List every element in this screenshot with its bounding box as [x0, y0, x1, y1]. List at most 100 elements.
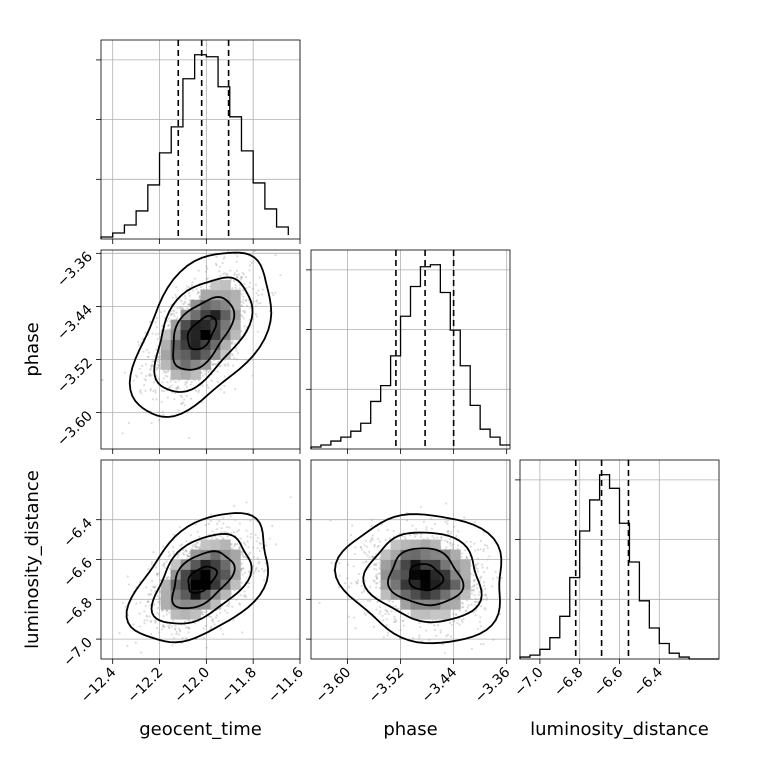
sample-point — [249, 536, 252, 539]
sample-point — [235, 269, 238, 272]
sample-point — [397, 607, 400, 610]
sample-point — [127, 583, 130, 586]
sample-point — [238, 287, 242, 290]
sample-point — [223, 391, 226, 394]
sample-point — [211, 363, 214, 366]
sample-point — [189, 534, 192, 537]
density-cell — [160, 589, 172, 600]
sample-point — [177, 385, 180, 388]
sample-point — [178, 525, 181, 529]
sample-point — [187, 291, 191, 295]
sample-point — [224, 272, 227, 275]
sample-point — [279, 274, 282, 277]
sample-point — [392, 530, 395, 533]
sample-point — [189, 383, 192, 386]
sample-point — [346, 598, 349, 601]
sample-point — [207, 370, 210, 373]
sample-point — [364, 539, 367, 542]
sample-point — [474, 549, 477, 552]
sample-point — [236, 530, 239, 533]
density-cell — [200, 329, 211, 340]
sample-point — [393, 615, 396, 618]
histogram-line-luminosity_distance — [519, 474, 719, 660]
sample-point — [435, 634, 438, 637]
sample-point — [359, 546, 362, 549]
sample-point — [274, 291, 277, 294]
sample-point — [371, 555, 374, 558]
sample-point — [216, 522, 219, 525]
sample-point — [362, 561, 365, 564]
density-cell — [220, 349, 231, 360]
sample-point — [167, 551, 170, 554]
sample-point — [179, 544, 182, 547]
sample-point — [240, 550, 243, 554]
sample-point — [491, 585, 494, 588]
axes-frame — [310, 249, 511, 450]
density-cell — [230, 299, 241, 311]
sample-point — [181, 637, 184, 640]
sample-point — [214, 616, 218, 619]
sample-point — [444, 520, 447, 523]
sample-point — [494, 570, 497, 573]
sample-point — [179, 298, 182, 301]
density-cell — [200, 319, 211, 330]
sample-point — [118, 632, 121, 635]
sample-point — [211, 620, 215, 623]
sample-point — [251, 517, 254, 520]
sample-point — [134, 641, 137, 644]
sample-point — [200, 610, 203, 613]
sample-point — [242, 295, 245, 298]
sample-point — [243, 324, 246, 328]
sample-point — [368, 550, 371, 553]
sample-point — [175, 286, 178, 289]
sample-point — [156, 606, 160, 610]
sample-point — [246, 304, 249, 307]
sample-point — [248, 269, 251, 272]
density-cell — [230, 559, 241, 570]
sample-point — [478, 620, 481, 624]
sample-point — [157, 356, 160, 359]
sample-point — [510, 570, 512, 572]
sample-point — [223, 530, 226, 533]
density-cell — [200, 559, 211, 570]
sample-point — [256, 536, 260, 540]
sample-point — [419, 505, 423, 509]
sample-point — [458, 623, 461, 626]
sample-point — [262, 579, 266, 582]
sample-point — [155, 573, 159, 576]
sample-point — [204, 624, 207, 628]
sample-point — [384, 609, 387, 612]
sample-point — [252, 572, 255, 575]
sample-point — [271, 291, 274, 295]
sample-point — [151, 579, 154, 583]
sample-point — [350, 582, 353, 585]
sample-point — [163, 371, 166, 374]
sample-point — [243, 590, 246, 593]
sample-point — [474, 563, 478, 566]
sample-point — [492, 638, 495, 641]
sample-point — [440, 536, 443, 539]
sample-point — [150, 620, 153, 623]
sample-point — [186, 555, 189, 558]
sample-point — [464, 549, 467, 552]
sample-point — [200, 401, 203, 404]
density-cell — [200, 359, 211, 370]
sample-point — [364, 580, 367, 583]
sample-point — [440, 536, 443, 539]
sample-point — [127, 421, 130, 425]
sample-point — [378, 556, 382, 559]
sample-point — [460, 619, 463, 622]
density-cell — [180, 339, 191, 350]
sample-point — [419, 625, 422, 629]
sample-point — [255, 305, 258, 308]
sample-point — [211, 536, 214, 539]
sample-point — [244, 358, 248, 361]
sample-point — [451, 542, 455, 546]
sample-point — [153, 586, 156, 589]
sample-point — [166, 381, 169, 384]
sample-point — [188, 294, 191, 297]
sample-point — [251, 374, 254, 377]
sample-point — [441, 643, 444, 646]
sample-point — [239, 278, 243, 281]
sample-point — [474, 604, 477, 607]
